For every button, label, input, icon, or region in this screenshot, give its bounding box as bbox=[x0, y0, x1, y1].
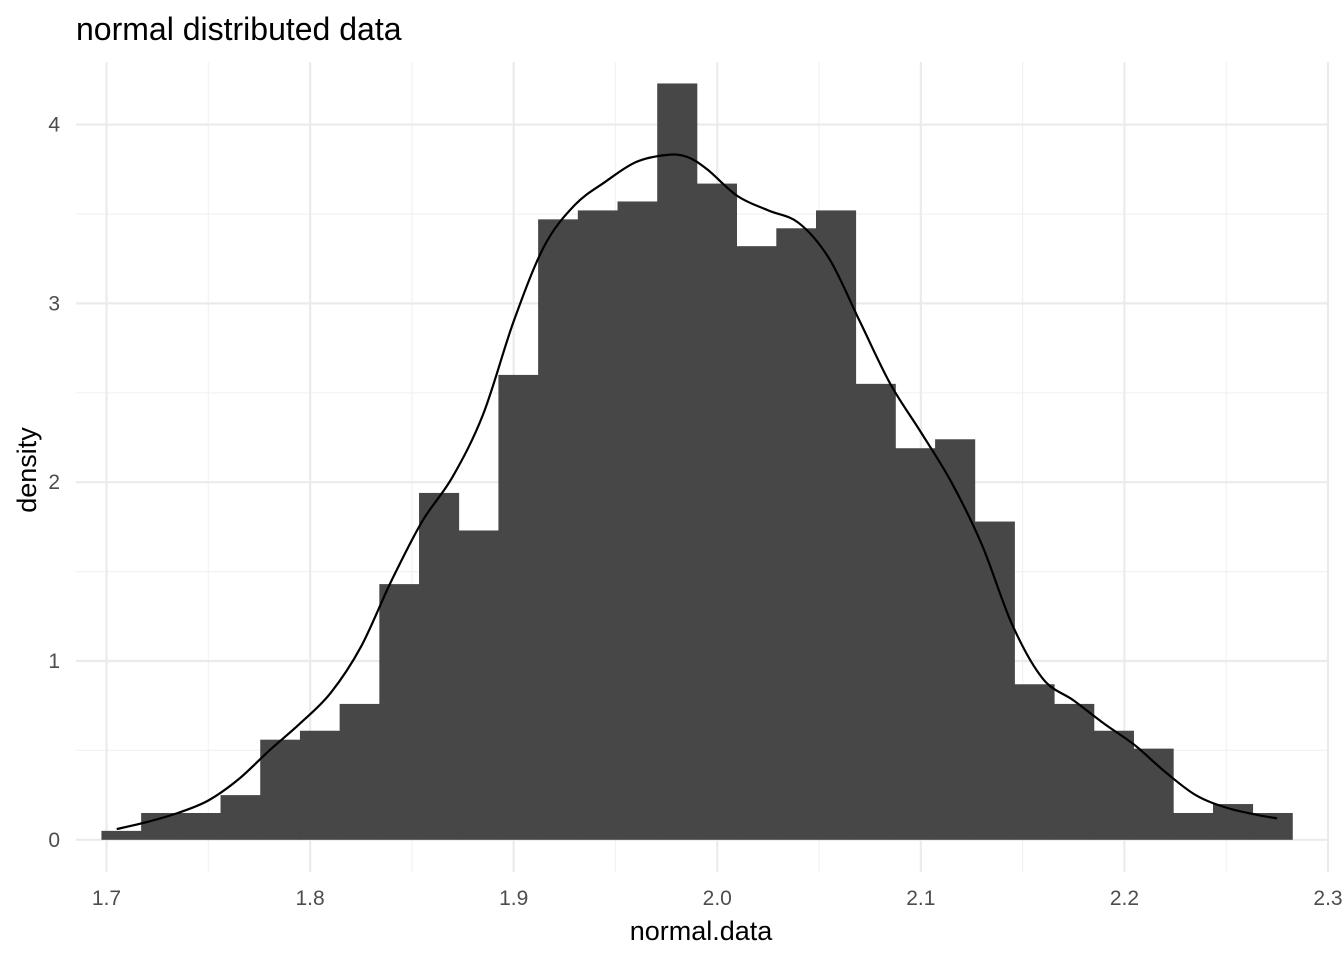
histogram-bar bbox=[776, 228, 817, 840]
histogram-bar bbox=[816, 210, 857, 840]
density-curve-layer bbox=[116, 153, 1278, 831]
y-tick-label: 2 bbox=[48, 471, 60, 494]
x-tick-label: 2.3 bbox=[1313, 887, 1342, 910]
x-tick-label: 1.9 bbox=[499, 887, 528, 910]
histogram-bar bbox=[299, 730, 341, 840]
y-tick-label: 1 bbox=[48, 650, 60, 673]
histogram-bar bbox=[1014, 684, 1055, 840]
histogram-bar bbox=[935, 439, 976, 840]
histogram-bar bbox=[538, 219, 579, 840]
x-tick-label: 2.1 bbox=[906, 887, 935, 910]
histogram-bar bbox=[379, 584, 420, 840]
x-axis-ticks: 1.7 1.8 1.9 2.0 2.1 2.2 2.3 bbox=[92, 887, 1343, 910]
x-axis-title: normal.data bbox=[630, 916, 774, 946]
histogram-bar bbox=[696, 183, 738, 840]
x-tick-label: 2.2 bbox=[1110, 887, 1139, 910]
histogram-bar bbox=[101, 830, 142, 840]
density-curve bbox=[116, 153, 1278, 831]
histogram-bar bbox=[458, 530, 499, 840]
histogram-bar bbox=[736, 246, 777, 840]
x-tick-label: 1.7 bbox=[92, 887, 121, 910]
histogram-bar bbox=[498, 374, 539, 840]
histogram-bar bbox=[895, 448, 936, 840]
histogram-bar bbox=[657, 83, 698, 840]
histogram-bars bbox=[101, 83, 1293, 840]
x-tick-label: 1.8 bbox=[296, 887, 325, 910]
y-tick-label: 4 bbox=[48, 114, 60, 137]
histogram-bar bbox=[1133, 748, 1174, 840]
histogram-bar bbox=[1173, 812, 1214, 840]
histogram-bar bbox=[260, 739, 301, 840]
histogram-bar bbox=[577, 210, 618, 840]
histogram-bar bbox=[855, 383, 896, 840]
histogram-bar bbox=[180, 812, 221, 840]
y-tick-label: 0 bbox=[48, 829, 60, 852]
histogram-bar bbox=[1054, 703, 1095, 840]
chart-title: normal distributed data bbox=[76, 11, 402, 47]
histogram-bar bbox=[339, 703, 380, 840]
histogram-bar bbox=[220, 795, 261, 840]
histogram-bar bbox=[617, 201, 658, 840]
y-axis-title: density bbox=[12, 427, 42, 513]
histogram-bar bbox=[419, 492, 460, 840]
histogram-bar bbox=[1093, 730, 1134, 840]
y-axis-ticks: 0 1 2 3 4 bbox=[48, 114, 60, 852]
histogram-bar bbox=[974, 521, 1015, 840]
y-tick-label: 3 bbox=[48, 292, 60, 315]
x-tick-label: 2.0 bbox=[703, 887, 732, 910]
